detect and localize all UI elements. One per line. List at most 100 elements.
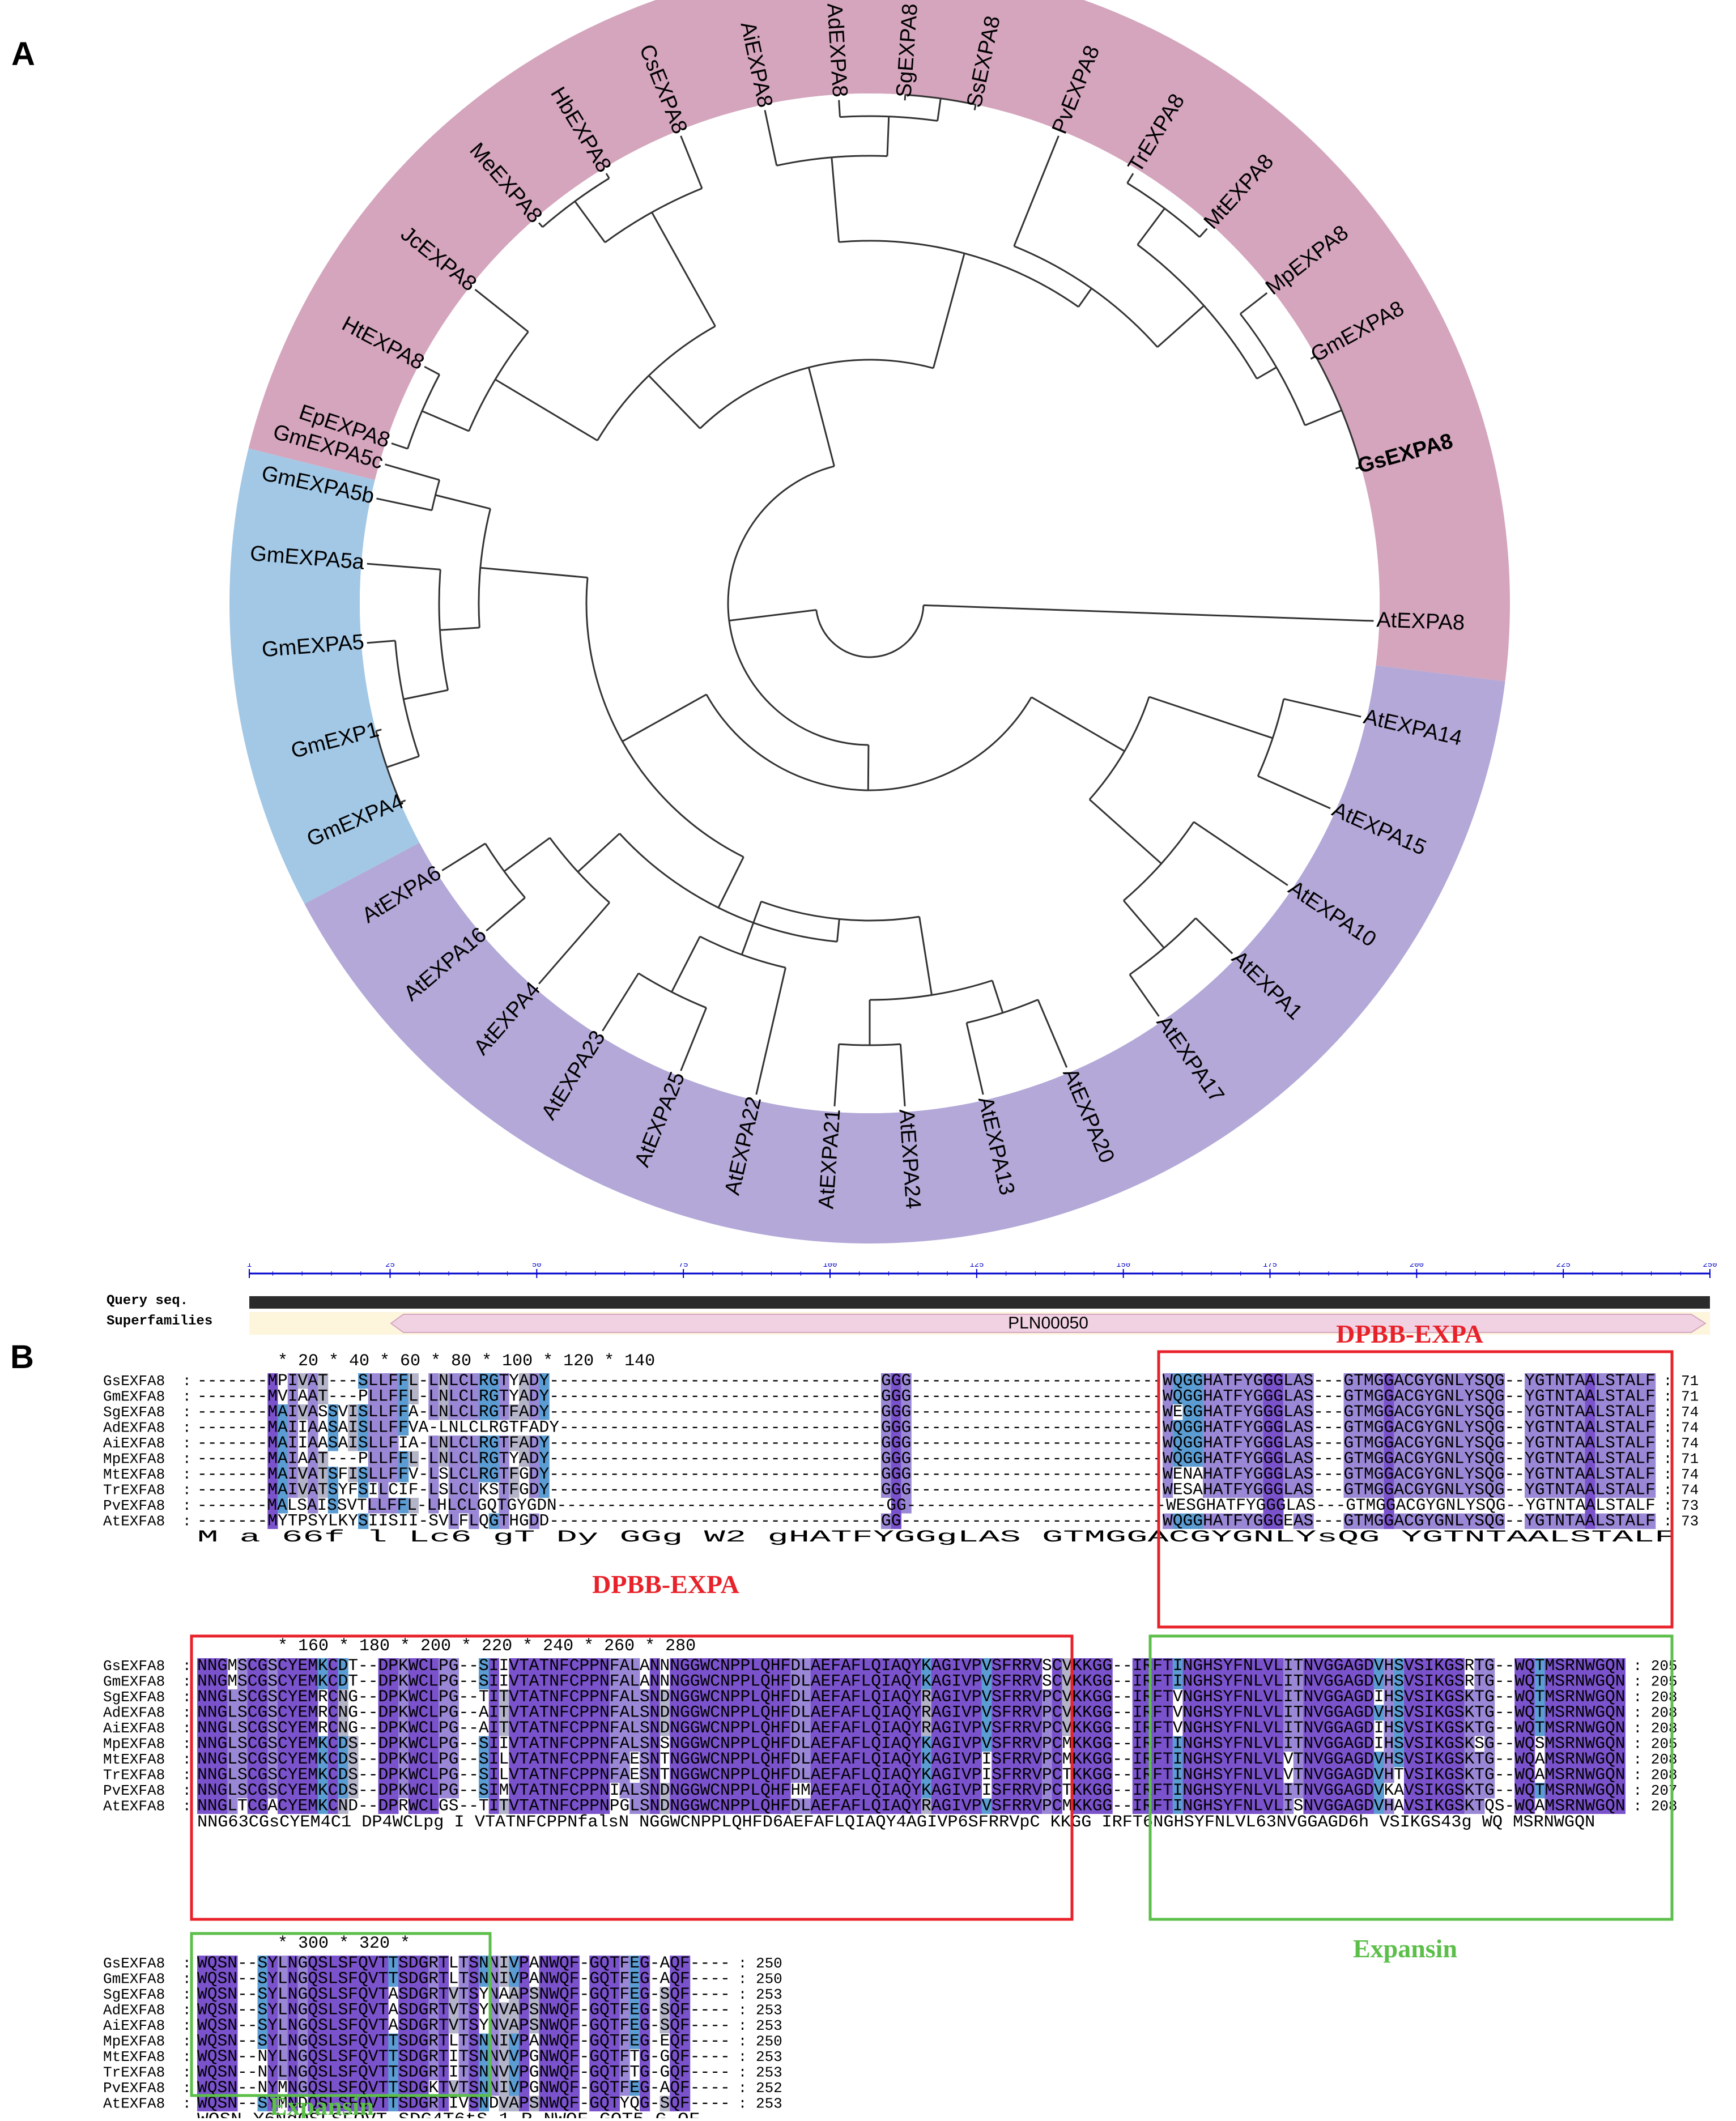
residue-shade bbox=[961, 1752, 972, 1768]
residue-shade bbox=[931, 1767, 942, 1783]
residue-shade bbox=[1635, 1513, 1646, 1529]
residue-shade bbox=[1263, 1673, 1274, 1689]
residue-shade bbox=[1565, 1783, 1576, 1799]
residue-shade bbox=[1424, 1705, 1435, 1720]
residue-shade bbox=[539, 1767, 550, 1783]
residue-shade bbox=[579, 1798, 590, 1814]
branch-line bbox=[1304, 409, 1342, 427]
residue-shade bbox=[1444, 1373, 1455, 1389]
branch-arc bbox=[1123, 821, 1195, 901]
residue-shade bbox=[850, 1752, 861, 1768]
residue-shade bbox=[1354, 1752, 1364, 1768]
residue-shade bbox=[1283, 1736, 1294, 1752]
consensus-line: M a 66f l Lc6 gT Dy GGg W2 gHATFYGGgLAS … bbox=[197, 1527, 1675, 1547]
residue-shade bbox=[1002, 1658, 1012, 1674]
residue-shade bbox=[267, 1467, 278, 1483]
residue-shade bbox=[1212, 1673, 1223, 1689]
residue-shade bbox=[529, 1389, 539, 1404]
sequence-name: MtEXFA8 bbox=[103, 1751, 165, 1768]
residue-shade bbox=[267, 1389, 278, 1404]
residue-shade bbox=[398, 1451, 409, 1467]
branch-line bbox=[602, 973, 640, 1032]
alignment-shading bbox=[267, 1373, 1656, 1529]
residue-shade bbox=[901, 1658, 912, 1674]
residue-shade bbox=[1283, 1658, 1294, 1674]
residue-shade bbox=[831, 1673, 841, 1689]
residue-shade bbox=[941, 1798, 952, 1814]
panel-label-a: A bbox=[11, 36, 35, 73]
residue-shade bbox=[1404, 1436, 1415, 1451]
residue-shade bbox=[1092, 1705, 1103, 1720]
residue-shade bbox=[790, 1689, 801, 1705]
residue-shade bbox=[1384, 1467, 1394, 1483]
residue-shade bbox=[217, 1658, 228, 1674]
residue-shade bbox=[1102, 1752, 1113, 1768]
residue-shade bbox=[961, 1689, 972, 1705]
residue-shade bbox=[1092, 1783, 1103, 1799]
residue-shade bbox=[850, 1673, 861, 1689]
residue-shade bbox=[790, 1658, 801, 1674]
residue-shade bbox=[1223, 1513, 1233, 1529]
residue-shade bbox=[1283, 1420, 1294, 1436]
residue-shade bbox=[1273, 1404, 1284, 1420]
residue-shade bbox=[1565, 1451, 1576, 1467]
sequence-name: AtEXFA8 bbox=[103, 1513, 165, 1530]
residue-shade bbox=[287, 1673, 298, 1689]
residue-shade bbox=[1585, 1658, 1595, 1674]
residue-shade bbox=[247, 1767, 258, 1783]
residue-shade bbox=[1394, 1420, 1405, 1436]
residue-shade bbox=[1203, 1482, 1214, 1498]
branch-line bbox=[367, 640, 395, 644]
residue-shade bbox=[1193, 1513, 1203, 1529]
branch-line bbox=[1283, 698, 1361, 718]
residue-shade bbox=[1163, 1736, 1173, 1752]
residue-shade bbox=[378, 1798, 389, 1814]
residue-shade bbox=[247, 1736, 258, 1752]
residue-shade bbox=[1404, 1736, 1415, 1752]
residue-shade bbox=[831, 1720, 841, 1736]
branch-line bbox=[435, 494, 491, 510]
residue-shade bbox=[1193, 1705, 1203, 1720]
residue-shade bbox=[1193, 1767, 1203, 1783]
residue-shade bbox=[1474, 1783, 1485, 1799]
residue-shade bbox=[488, 1736, 499, 1752]
residue-shade bbox=[1042, 1720, 1053, 1736]
residue-shade bbox=[1042, 1752, 1053, 1768]
residue-shade bbox=[1163, 1482, 1173, 1498]
branch-line bbox=[755, 967, 786, 1095]
residue-shade bbox=[539, 1689, 550, 1705]
residue-shade bbox=[841, 1720, 852, 1736]
residue-shade bbox=[388, 1783, 399, 1799]
residue-shade bbox=[700, 1705, 710, 1720]
residue-shade bbox=[1434, 1798, 1445, 1814]
branch-arc bbox=[727, 465, 869, 746]
residue-shade bbox=[1253, 1736, 1263, 1752]
residue-shade bbox=[1082, 1783, 1093, 1799]
residue-shade bbox=[1163, 1783, 1173, 1799]
residue-shade bbox=[1444, 1420, 1455, 1436]
residue-shade bbox=[257, 1736, 268, 1752]
residue-shade bbox=[1283, 1705, 1294, 1720]
residue-shade bbox=[378, 1467, 389, 1483]
residue-shade bbox=[529, 1467, 539, 1483]
residue-shade bbox=[1052, 1752, 1062, 1768]
residue-shade bbox=[1011, 1752, 1022, 1768]
residue-shade bbox=[378, 1767, 389, 1783]
residue-shade bbox=[1585, 1513, 1595, 1529]
residue-shade bbox=[1243, 1767, 1254, 1783]
residue-shade bbox=[1333, 1689, 1344, 1705]
residue-shade bbox=[529, 1767, 539, 1783]
residue-shade bbox=[1002, 1798, 1012, 1814]
residue-shade bbox=[820, 1720, 831, 1736]
residue-shade bbox=[1595, 1404, 1606, 1420]
residue-shade bbox=[1022, 1783, 1032, 1799]
residue-shade bbox=[519, 1451, 530, 1467]
residue-shade bbox=[308, 1689, 318, 1705]
residue-shade bbox=[1635, 1420, 1646, 1436]
residue-shade bbox=[790, 1705, 801, 1720]
residue-shade bbox=[850, 1783, 861, 1799]
residue-shade bbox=[1182, 1720, 1193, 1736]
residue-shade bbox=[640, 1720, 650, 1736]
residue-shade bbox=[659, 1705, 670, 1720]
residue-shade bbox=[1444, 1783, 1455, 1799]
